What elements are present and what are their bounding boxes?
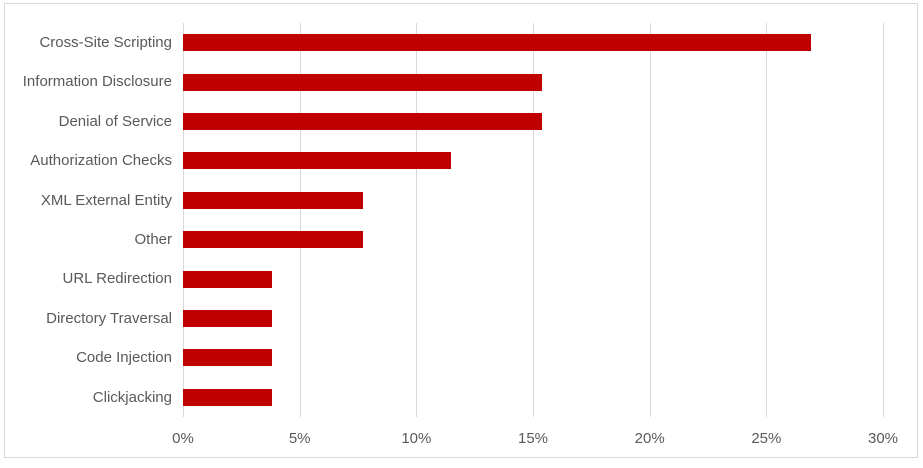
category-label: URL Redirection <box>62 270 173 288</box>
bar <box>183 34 811 52</box>
bar <box>183 113 543 130</box>
bar <box>183 270 272 288</box>
category-label: Information Disclosure <box>22 73 172 91</box>
bar <box>183 388 272 406</box>
gridline <box>766 23 768 417</box>
category-label: Authorization Checks <box>30 152 172 170</box>
x-tick-label: 10% <box>401 430 432 447</box>
x-tick-label: 25% <box>751 430 782 447</box>
category-label: Cross-Site Scripting <box>39 34 172 51</box>
plot-area <box>183 23 884 417</box>
category-label: Clickjacking <box>92 388 172 406</box>
x-tick-label: 0% <box>172 430 194 447</box>
gridline <box>883 23 884 417</box>
bar <box>183 191 363 209</box>
category-label: Code Injection <box>76 349 172 367</box>
category-label: XML External Entity <box>40 191 172 209</box>
category-label: Directory Traversal <box>46 309 172 327</box>
category-label: Denial of Service <box>58 112 172 130</box>
x-tick-label: 20% <box>634 430 665 447</box>
gridline <box>299 23 301 417</box>
bar <box>183 310 272 327</box>
x-tick-label: 5% <box>288 430 311 447</box>
x-tick-label: 30% <box>867 430 899 447</box>
gridline <box>533 23 534 417</box>
bar <box>183 231 363 249</box>
category-axis: Cross-Site Scripting Information Disclosu… <box>0 23 172 417</box>
category-label: Other <box>134 231 172 248</box>
gridline <box>416 23 418 417</box>
bar <box>183 349 272 367</box>
bar <box>183 152 452 170</box>
gridline <box>183 23 184 417</box>
bar <box>183 73 543 91</box>
value-axis: 0% 5% 10% 15% 20% 25% 30% <box>0 430 923 450</box>
gridline <box>649 23 651 417</box>
x-tick-label: 15% <box>517 430 549 447</box>
